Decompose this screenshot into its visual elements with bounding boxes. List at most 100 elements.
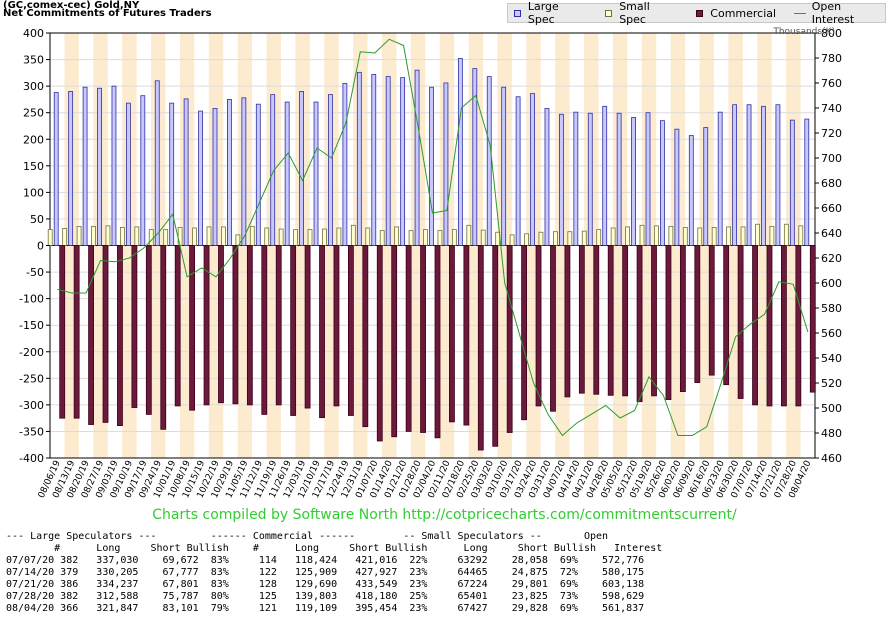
commercial-bar — [174, 245, 181, 407]
commercial-bar — [73, 245, 80, 419]
large-spec-bar — [356, 71, 362, 246]
small-spec-bar — [177, 227, 183, 246]
y2-tick-label: 760 — [821, 77, 842, 90]
small-spec-bar — [524, 233, 529, 246]
large-spec-bar — [68, 91, 74, 246]
large-spec-bar — [804, 118, 810, 246]
large-spec-bar — [789, 119, 795, 246]
commercial-bar — [578, 245, 585, 394]
y-tick-label: -350 — [19, 425, 44, 438]
small-spec-bar — [365, 227, 371, 246]
chart-legend: Large Spec Small Spec Commercial Open In… — [507, 0, 886, 26]
table-row: 07/28/20 382 312,588 75,787 80% 125 139,… — [6, 591, 645, 602]
commercial-bar — [434, 245, 441, 439]
commercial-bar — [723, 245, 730, 386]
large-spec-bar — [385, 76, 391, 246]
small-spec-bar — [408, 230, 414, 246]
commercial-bar — [391, 245, 398, 438]
y-tick-label: -400 — [19, 452, 44, 465]
commercial-bar — [376, 245, 383, 442]
commercial-bar — [333, 245, 340, 407]
y2-tick-label: 560 — [821, 327, 842, 340]
large-spec-bar — [371, 74, 377, 246]
y-tick-label: 400 — [23, 27, 44, 40]
large-spec-bar — [660, 120, 665, 246]
small-spec-bar — [726, 226, 732, 246]
large-spec-bar — [125, 102, 131, 246]
commercial-bar — [752, 245, 758, 406]
legend-label-large-spec: Large Spec — [527, 0, 559, 26]
large-spec-bar — [227, 99, 232, 246]
small-spec-bar — [466, 224, 472, 246]
small-spec-bar — [755, 223, 760, 246]
y2-tick-label: 480 — [821, 427, 842, 440]
commercial-bar — [449, 245, 455, 423]
y2-tick-label: 640 — [821, 227, 842, 240]
large-spec-bar — [284, 101, 290, 246]
commercial-bar — [550, 245, 556, 412]
commercial-bar — [694, 245, 701, 383]
commercial-bar — [145, 245, 152, 415]
commercial-bar — [521, 245, 528, 421]
small-spec-bar — [76, 225, 82, 246]
commercial-bar — [795, 245, 802, 407]
large-spec-bar — [703, 127, 709, 246]
small-spec-bar — [668, 225, 674, 246]
large-spec-bar — [400, 77, 406, 246]
small-spec-bar — [134, 226, 140, 246]
large-spec-bar — [559, 113, 564, 246]
commercial-bar — [665, 245, 672, 400]
large-spec-bar — [198, 110, 203, 246]
small-spec-bar — [423, 229, 428, 246]
small-spec-bar — [711, 227, 717, 246]
y-tick-label: 200 — [23, 133, 44, 146]
commercial-bar — [88, 245, 94, 425]
y2-tick-label: 520 — [821, 377, 842, 390]
y-tick-label: 300 — [23, 80, 44, 93]
small-spec-bar — [307, 229, 313, 246]
commercial-bar — [506, 245, 513, 433]
small-spec-bar — [62, 228, 68, 246]
small-spec-bar — [192, 227, 197, 246]
small-spec-bar — [783, 223, 789, 246]
small-spec-bar — [394, 226, 400, 246]
large-spec-bar — [154, 80, 160, 246]
small-spec-bar — [293, 229, 298, 246]
small-spec-bar — [581, 230, 587, 246]
large-spec-bar — [82, 86, 88, 246]
small-spec-bar — [610, 227, 616, 246]
commercial-bar — [766, 245, 773, 407]
commercial-bar — [636, 245, 643, 403]
large-spec-bar — [515, 96, 521, 246]
small-spec-bar — [509, 234, 515, 246]
small-spec-bar — [278, 228, 284, 246]
large-spec-bar — [183, 98, 189, 246]
y-tick-label: 250 — [23, 107, 44, 120]
small-spec-bar — [740, 226, 746, 246]
large-spec-bar — [342, 83, 348, 246]
commercial-bar — [131, 245, 138, 408]
small-spec-bar — [379, 230, 385, 246]
legend-label-open-interest: Open Interest — [811, 0, 855, 26]
large-spec-bar — [313, 101, 319, 246]
small-spec-bar — [322, 228, 327, 246]
large-spec-bar — [530, 93, 535, 246]
large-spec-bar — [645, 112, 651, 246]
large-spec-bar — [775, 104, 781, 246]
y2-tick-label: 660 — [821, 202, 842, 215]
small-spec-bar — [596, 229, 602, 246]
table-row: 07/14/20 379 330,205 67,777 83% 122 125,… — [6, 567, 645, 578]
commercial-bar — [232, 245, 239, 405]
commercial-bar — [492, 245, 499, 447]
large-spec-bar — [414, 69, 420, 246]
commercial-bar — [304, 245, 311, 409]
small-spec-swatch — [605, 9, 613, 17]
small-spec-bar — [336, 227, 342, 246]
chart-title-line1: (GC,comex-cec) Gold,NY — [3, 0, 140, 11]
open-interest-line — [57, 38, 809, 437]
large-spec-bar — [486, 76, 492, 246]
legend-item-small-spec: Small Spec — [605, 0, 678, 26]
legend-label-commercial: Commercial — [710, 6, 777, 20]
y-tick-label: -50 — [26, 266, 44, 279]
y2-tick-label: 740 — [821, 102, 842, 115]
